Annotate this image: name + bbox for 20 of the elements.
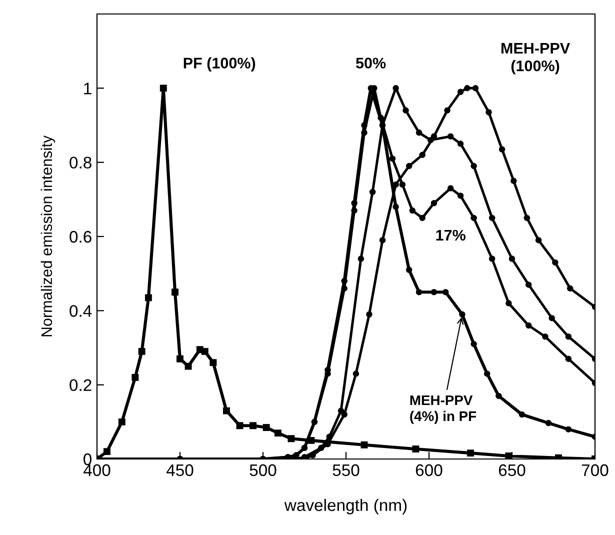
x-axis-title: wavelength (nm) xyxy=(284,498,407,514)
x-tick-label: 500 xyxy=(250,464,276,476)
annotation: PF (100%) xyxy=(184,57,256,72)
y-tick-label: 0.2 xyxy=(70,379,92,392)
x-tick-label: 600 xyxy=(416,464,442,476)
annotation: MEH-PPV (100%) xyxy=(502,43,570,74)
y-axis-title: Normalized emission intensity xyxy=(40,135,56,336)
y-tick-label: 0.4 xyxy=(70,305,92,317)
annotation: MEH-PPV (4%) in PF xyxy=(410,395,476,424)
x-tick-label: 700 xyxy=(582,464,608,476)
y-tick-label: 1 xyxy=(84,82,92,94)
y-tick-label: 0.8 xyxy=(70,156,92,169)
annotation: 50% xyxy=(356,58,386,68)
y-tick-label: 0.6 xyxy=(70,230,92,243)
annotation: 17% xyxy=(436,230,466,241)
x-tick-label: 450 xyxy=(166,464,194,476)
y-tick-label: 0 xyxy=(84,453,92,466)
x-tick-label: 550 xyxy=(332,464,360,476)
x-tick-label: 650 xyxy=(498,464,526,476)
x-tick-label: 400 xyxy=(83,464,110,476)
